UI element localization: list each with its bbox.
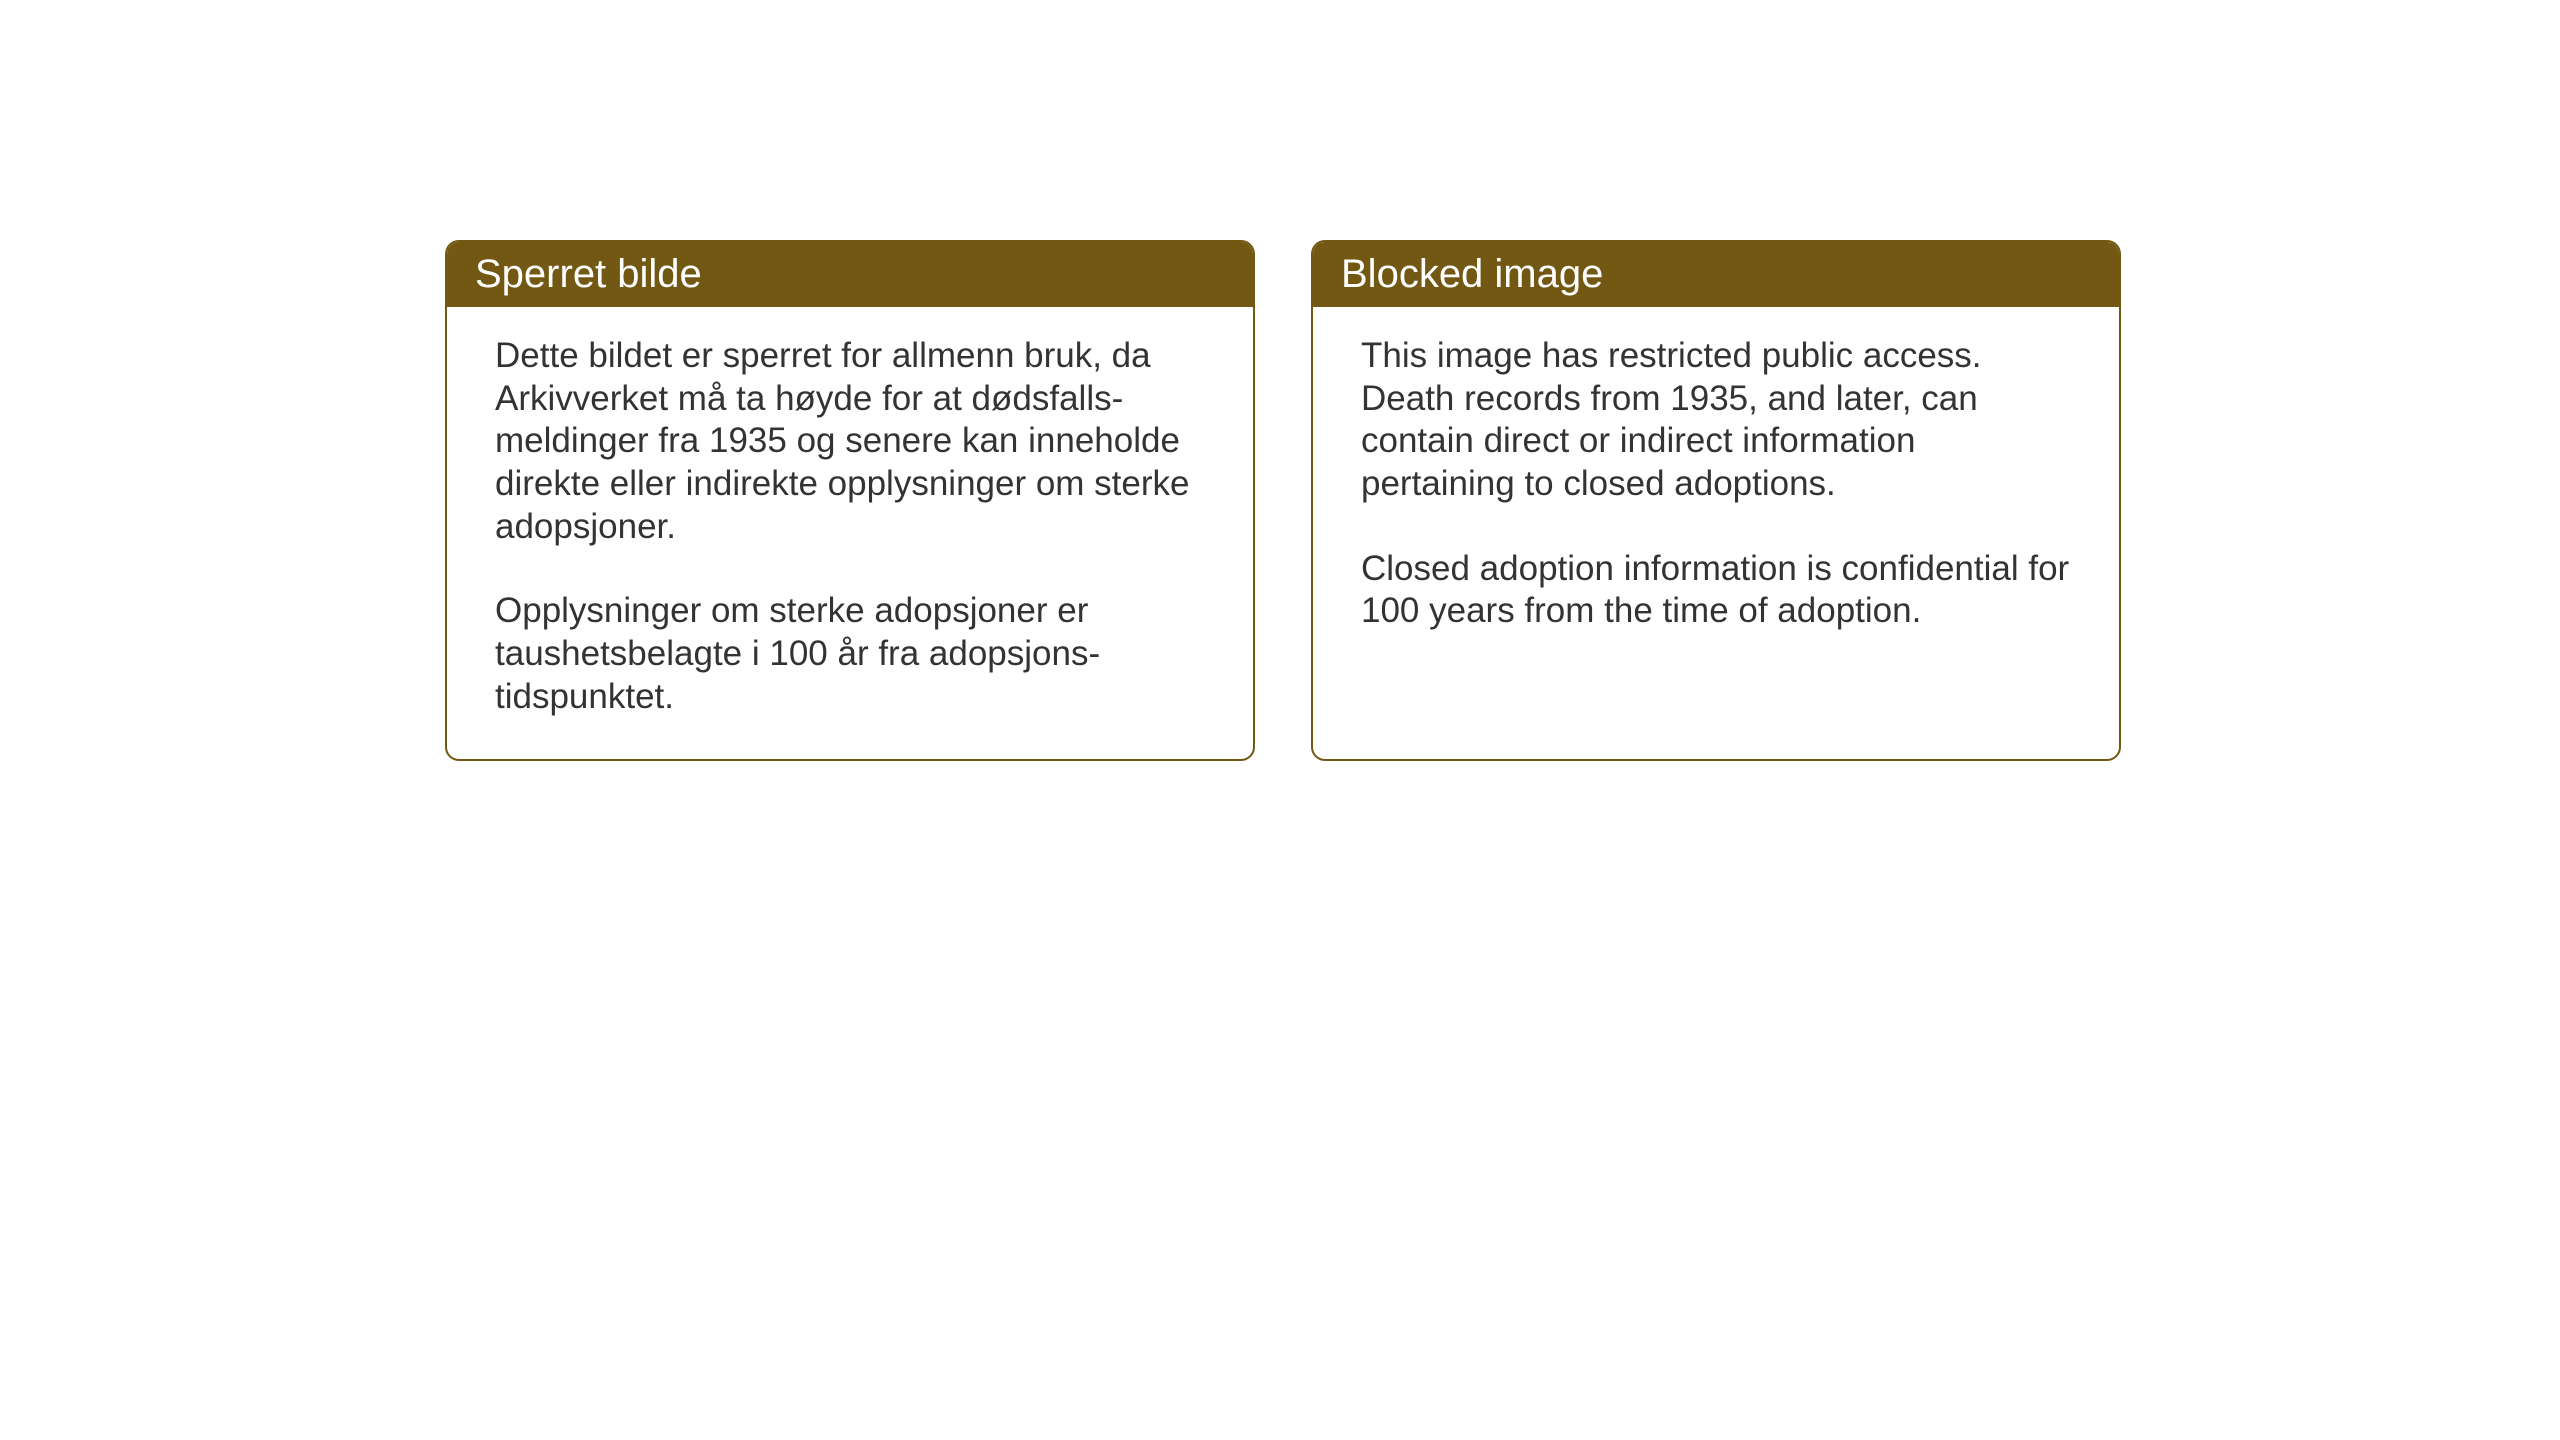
- notice-title-norwegian: Sperret bilde: [475, 252, 702, 296]
- notice-container: Sperret bilde Dette bildet er sperret fo…: [445, 240, 2121, 761]
- notice-paragraph-1-english: This image has restricted public access.…: [1361, 335, 2071, 506]
- notice-title-english: Blocked image: [1341, 252, 1603, 296]
- notice-header-norwegian: Sperret bilde: [447, 242, 1253, 307]
- notice-header-english: Blocked image: [1313, 242, 2119, 307]
- notice-paragraph-2-english: Closed adoption information is confident…: [1361, 548, 2071, 633]
- notice-card-norwegian: Sperret bilde Dette bildet er sperret fo…: [445, 240, 1255, 761]
- notice-paragraph-1-norwegian: Dette bildet er sperret for allmenn bruk…: [495, 335, 1205, 548]
- notice-body-english: This image has restricted public access.…: [1313, 307, 2119, 673]
- notice-card-english: Blocked image This image has restricted …: [1311, 240, 2121, 761]
- notice-paragraph-2-norwegian: Opplysninger om sterke adopsjoner er tau…: [495, 590, 1205, 718]
- notice-body-norwegian: Dette bildet er sperret for allmenn bruk…: [447, 307, 1253, 759]
